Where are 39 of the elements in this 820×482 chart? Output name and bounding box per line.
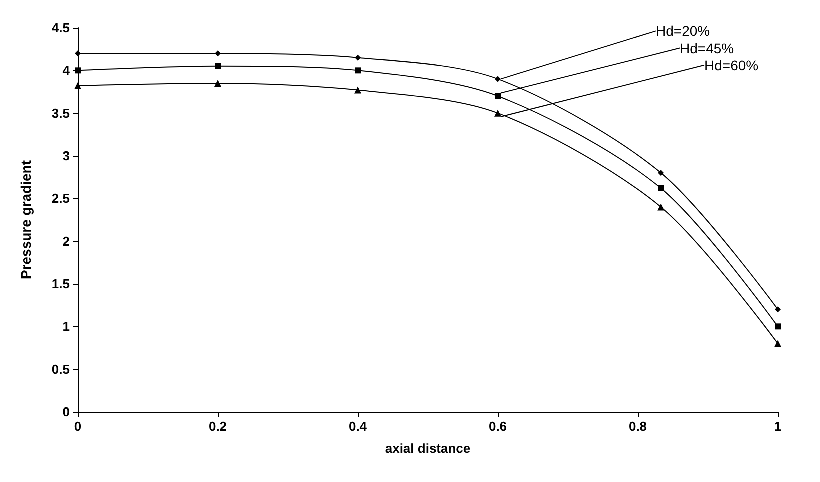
point — [775, 324, 781, 330]
x-tick-label: 0.2 — [208, 419, 228, 434]
y-tick-label: 3.5 — [52, 106, 70, 121]
point — [215, 63, 221, 70]
y-axis-title: Pressure gradient — [18, 160, 34, 280]
x-tick-label: 0 — [74, 419, 82, 434]
y-tick-label: 1 — [62, 319, 70, 334]
point — [658, 170, 664, 176]
x-tick-label: 0.4 — [348, 419, 368, 434]
point — [658, 204, 665, 211]
text: Hd=45% — [680, 40, 734, 56]
y-tick-label: 0 — [62, 404, 70, 420]
point — [774, 340, 782, 348]
y-tick-label: 4 — [62, 63, 71, 78]
point — [215, 50, 221, 57]
point — [75, 68, 81, 74]
x-tick-label: 1 — [774, 419, 782, 434]
x-tick-label: 0.6 — [488, 419, 508, 434]
y-tick-label: 2 — [62, 234, 70, 249]
point — [355, 54, 361, 61]
point — [354, 86, 362, 94]
x-tick-label: 0.8 — [628, 419, 648, 434]
y-tick-label: 3 — [62, 148, 70, 164]
point — [775, 306, 781, 313]
point — [214, 80, 222, 87]
point — [495, 76, 501, 82]
x-axis-title: axial distance — [385, 441, 471, 456]
point — [74, 82, 82, 90]
y-tick-label: 0.5 — [52, 362, 70, 377]
y-tick-label: 1.5 — [52, 276, 70, 292]
point — [658, 185, 664, 192]
text: Hd=60% — [704, 57, 759, 74]
point — [495, 93, 501, 100]
point — [355, 68, 361, 74]
y-tick-label: 2.5 — [52, 191, 70, 206]
point — [75, 50, 81, 57]
y-tick-label: 4.5 — [52, 20, 70, 36]
text: Hd=20% — [656, 23, 710, 40]
point — [494, 110, 502, 117]
